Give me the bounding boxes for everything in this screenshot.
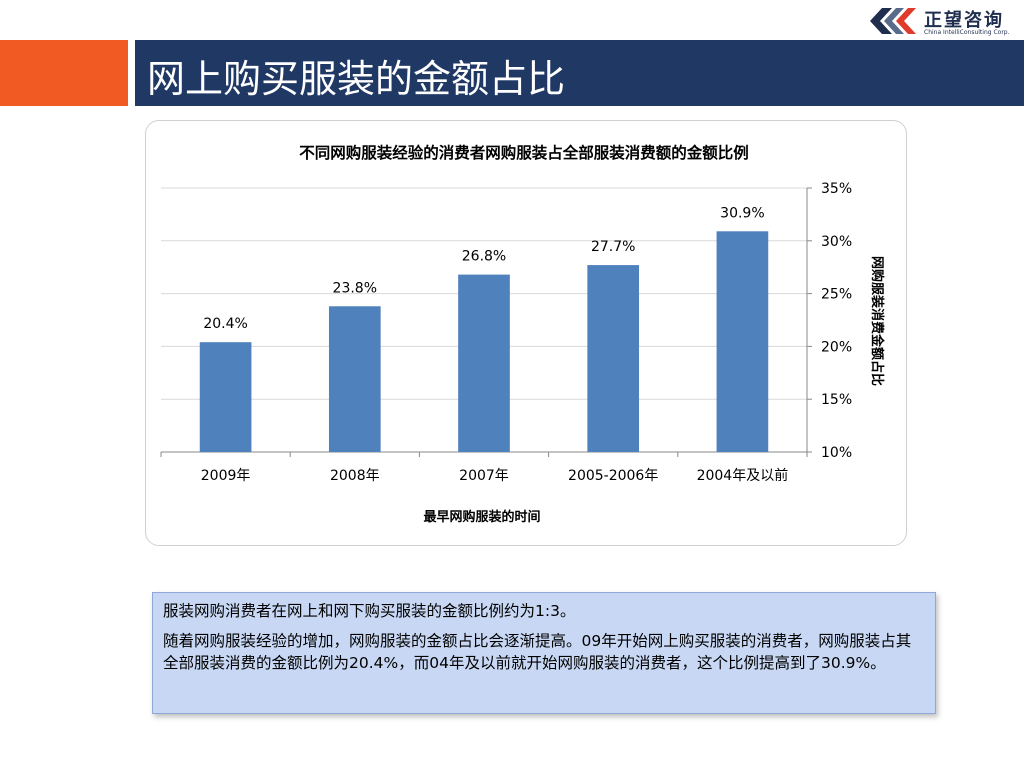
bar: [328, 306, 381, 452]
y-tick-label: 30%: [821, 234, 852, 250]
bar-data-label: 30.9%: [720, 205, 764, 221]
bar: [716, 231, 769, 452]
bar: [458, 274, 510, 452]
title-bar: 网上购买服装的金额占比: [135, 40, 1024, 106]
y-tick-label: 10%: [821, 445, 852, 461]
x-tick-label: 2007年: [459, 468, 509, 484]
bar-data-label: 23.8%: [333, 280, 377, 296]
y-axis-title: 网购服装消费金额占比: [869, 256, 885, 386]
bar-data-label: 26.8%: [462, 249, 506, 265]
bar-chart: 不同网购服装经验的消费者网购服装占全部服装消费额的金额比例 10% 15% 20% 2…: [160, 143, 885, 525]
title-accent-block: [0, 40, 128, 106]
chart-panel: 不同网购服装经验的消费者网购服装占全部服装消费额的金额比例 10% 15% 20% 2…: [145, 120, 907, 546]
logo-text: 正望咨询: [924, 10, 1004, 31]
note-line-1: 服装网购消费者在网上和网下购买服装的金额比例约为1:3。: [163, 602, 576, 620]
chart-title: 不同网购服装经验的消费者网购服装占全部服装消费额的金额比例: [299, 143, 749, 162]
y-tick-label: 20%: [821, 339, 852, 355]
note-line-2: 随着网购服装经验的增加，网购服装的金额占比会逐渐提高。09年开始网上购买服装的消…: [163, 632, 912, 672]
bar: [587, 265, 640, 452]
x-tick-label: 2004年及以前: [697, 467, 789, 484]
x-tick-label: 2005-2006年: [568, 468, 658, 484]
logo-chevron-icon: [870, 8, 916, 34]
page-title: 网上购买服装的金额占比: [147, 57, 566, 101]
bar-data-label: 20.4%: [203, 316, 247, 332]
y-tick-label: 15%: [821, 392, 852, 408]
x-tick-label: 2008年: [330, 468, 380, 484]
company-logo: 正望咨询 China IntelliConsulting Corp.: [868, 4, 1018, 38]
logo-subtext: China IntelliConsulting Corp.: [924, 29, 1010, 36]
bar: [199, 342, 252, 452]
x-axis-title: 最早网购服装的时间: [423, 509, 540, 525]
bar-data-label: 27.7%: [591, 239, 635, 255]
notes-box: 服装网购消费者在网上和网下购买服装的金额比例约为1:3。 随着网购服装经验的增加…: [152, 592, 936, 714]
x-tick-label: 2009年: [201, 468, 251, 484]
y-tick-label: 35%: [821, 181, 852, 197]
y-tick-label: 25%: [821, 287, 852, 303]
